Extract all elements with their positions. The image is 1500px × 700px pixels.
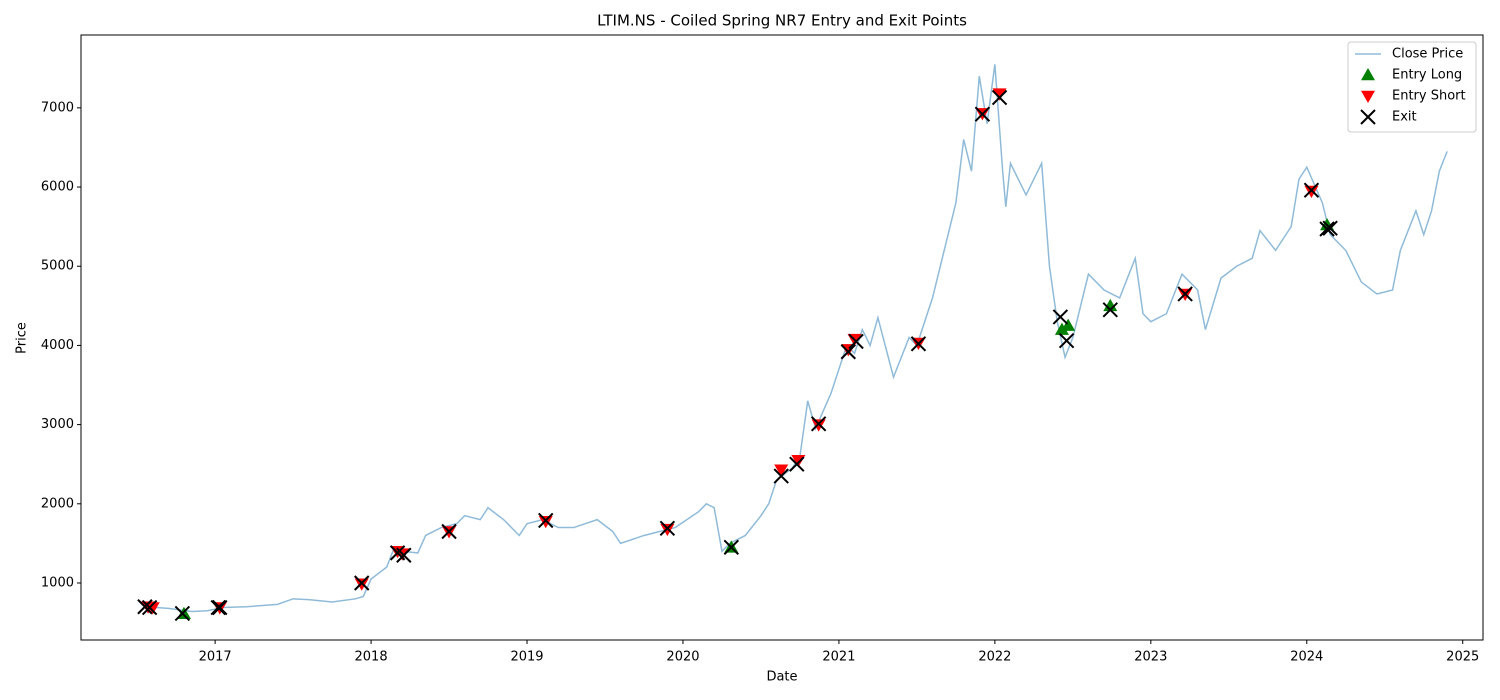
exit-marker <box>1052 309 1069 325</box>
x-tick-label: 2018 <box>355 650 388 665</box>
entry-short-marker <box>660 523 675 537</box>
entry-short-marker <box>992 88 1007 101</box>
exit-marker <box>1322 220 1338 236</box>
y-tick-label: 3000 <box>41 417 74 432</box>
entry-short-marker <box>145 602 160 615</box>
chart-title: LTIM.NS - Coiled Spring NR7 Entry and Ex… <box>597 12 967 30</box>
y-tick-label: 6000 <box>41 180 74 195</box>
y-tick-label: 7000 <box>41 100 74 115</box>
entry-short-marker <box>1304 185 1319 199</box>
exit-marker <box>354 575 370 591</box>
exit-marker <box>723 539 740 556</box>
close-price-line <box>144 64 1448 613</box>
legend-label: Entry Long <box>1392 68 1462 83</box>
exit-marker <box>212 599 228 616</box>
x-tick-label: 2025 <box>1446 650 1479 665</box>
exit-marker <box>174 605 191 622</box>
y-tick-label: 5000 <box>41 259 74 274</box>
entry-long-marker <box>1103 298 1118 312</box>
exit-marker <box>789 456 805 472</box>
exit-marker <box>974 106 991 122</box>
x-axis-label: Date <box>766 670 797 685</box>
exit-marker <box>810 416 827 432</box>
legend-label: Close Price <box>1392 47 1463 62</box>
entry-long-marker <box>1054 322 1069 335</box>
y-axis-label: Price <box>15 322 30 354</box>
y-tick-label: 2000 <box>41 496 74 511</box>
x-tick-label: 2023 <box>1134 650 1167 665</box>
exit-marker <box>1102 302 1118 318</box>
legend-box <box>1347 41 1477 133</box>
x-tick-label: 2022 <box>978 650 1011 665</box>
legend-marker <box>1361 90 1375 103</box>
y-tick-label: 1000 <box>41 575 74 590</box>
exit-marker <box>141 599 158 616</box>
entry-short-marker <box>538 515 553 529</box>
exit-marker <box>1058 332 1075 349</box>
entry-short-marker <box>774 464 789 477</box>
exit-marker <box>396 547 412 563</box>
plot-area <box>137 64 1448 622</box>
x-tick-label: 2019 <box>510 650 543 665</box>
x-tick-label: 2021 <box>822 650 855 665</box>
legend-label: Entry Short <box>1392 89 1466 104</box>
exit-marker <box>848 333 864 350</box>
exit-marker <box>840 344 856 360</box>
legend-label: Exit <box>1392 110 1417 125</box>
legend-marker <box>1361 68 1375 81</box>
y-tick-label: 4000 <box>41 338 74 353</box>
exit-marker <box>210 599 226 616</box>
legend-marker <box>1360 109 1376 125</box>
entry-long-marker <box>1061 318 1076 331</box>
exit-marker <box>1177 286 1193 302</box>
exit-marker <box>137 599 153 615</box>
exit-marker <box>773 468 789 484</box>
plot-frame <box>80 34 1484 641</box>
exit-marker <box>991 89 1008 106</box>
x-tick-label: 2024 <box>1290 650 1323 665</box>
x-tick-label: 2017 <box>199 650 232 665</box>
entry-short-marker <box>354 578 369 591</box>
x-tick-label: 2020 <box>666 650 699 665</box>
exit-marker <box>538 512 554 529</box>
exit-marker <box>441 523 457 540</box>
exit-marker <box>1303 182 1320 198</box>
entry-short-marker <box>811 419 826 432</box>
exit-marker <box>910 336 927 352</box>
exit-marker <box>1319 221 1335 237</box>
exit-marker <box>659 520 676 537</box>
